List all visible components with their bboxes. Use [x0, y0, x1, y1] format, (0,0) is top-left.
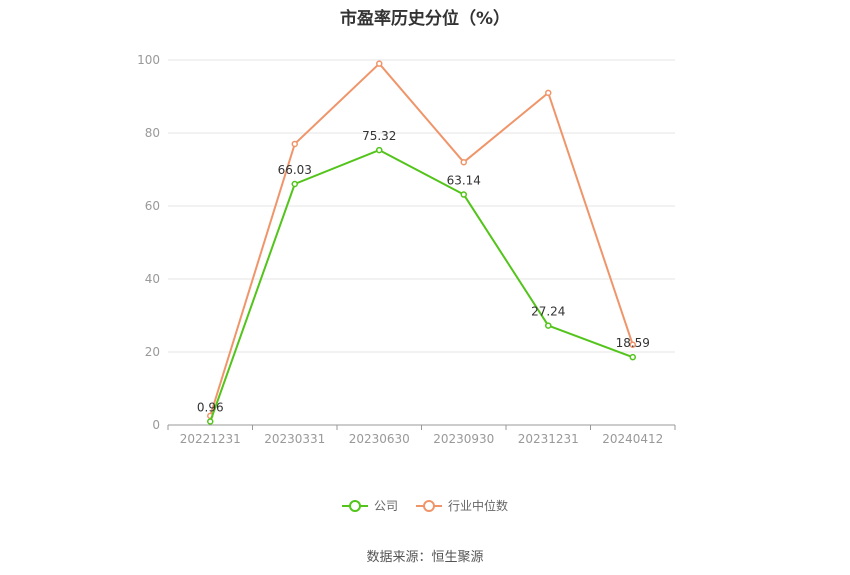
legend-marker-company [341, 499, 368, 512]
x-tick-label: 20230331 [264, 432, 325, 446]
y-tick-label: 60 [145, 199, 160, 213]
y-tick-label: 0 [152, 418, 160, 432]
data-point-1 [460, 158, 467, 166]
data-point-0 [460, 191, 467, 198]
legend-label-industry: 行业中位数 [448, 499, 509, 513]
data-label: 75.32 [362, 129, 396, 143]
series-line-0 [209, 148, 634, 422]
data-label: 66.03 [278, 163, 312, 177]
x-tick-label: 20230930 [433, 432, 494, 446]
legend-marker-industry [416, 499, 442, 512]
data-label: 63.14 [447, 174, 481, 188]
x-tick-label: 20231231 [518, 432, 579, 446]
y-tick-label: 100 [137, 53, 160, 67]
data-label: 18.59 [616, 336, 650, 350]
data-point-1 [291, 140, 298, 148]
legend-label-company: 公司 [373, 499, 398, 513]
data-point-0 [629, 353, 636, 361]
data-point-0 [376, 146, 383, 154]
series-line-1 [209, 62, 634, 417]
data-point-0 [545, 322, 552, 329]
legend-item-industry[interactable]: 行业中位数 [416, 497, 508, 514]
legend: 公司 行业中位数 [0, 497, 850, 514]
data-label: 0.96 [197, 400, 224, 414]
data-point-1 [545, 89, 552, 97]
legend-item-company[interactable]: 公司 [341, 497, 398, 514]
y-tick-label: 80 [145, 126, 160, 140]
data-source: 数据来源：恒生聚源 [366, 550, 484, 565]
y-tick-label: 40 [145, 272, 160, 286]
data-point-1 [629, 341, 636, 348]
y-tick-label: 20 [145, 345, 160, 359]
data-point-0 [291, 180, 298, 188]
x-tick-label: 20240412 [602, 432, 663, 446]
data-point-1 [376, 60, 383, 67]
chart-title: 市盈率历史分位（%） [339, 9, 511, 29]
data-point-0 [207, 418, 214, 425]
x-tick-label: 20221231 [180, 432, 241, 446]
data-label: 27.24 [531, 305, 565, 319]
x-tick-label: 20230630 [349, 432, 410, 446]
